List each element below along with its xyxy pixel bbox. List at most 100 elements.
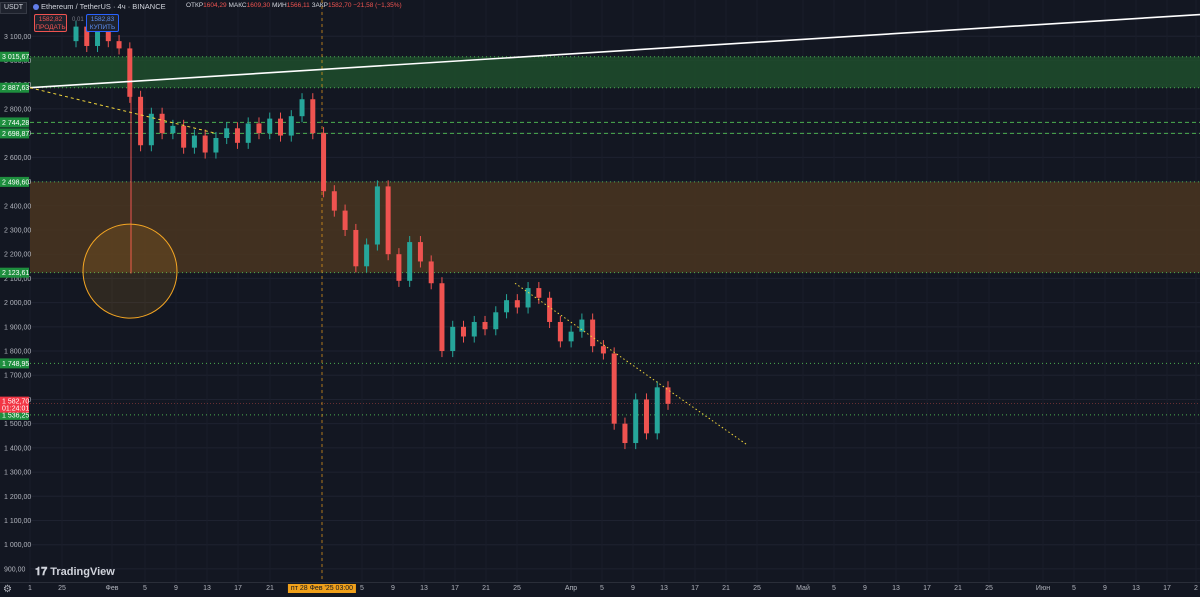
y-axis-tick-label: 2 300,00: [4, 227, 31, 234]
candle-body: [665, 387, 671, 404]
change-value: −21,58 (−1,35%): [353, 2, 402, 9]
candle-body: [482, 321, 488, 330]
price-level-badge-label: 3 015,67: [2, 54, 29, 61]
y-axis-tick-label: 1 000,00: [4, 542, 31, 549]
candle-body: [633, 399, 639, 444]
x-axis-tick-label: 9: [391, 585, 395, 592]
x-axis-tick-label: 9: [863, 585, 867, 592]
candle-body: [374, 186, 380, 245]
price-level-badge-label: 1 748,95: [2, 361, 29, 368]
highlight-circle: [82, 223, 178, 319]
x-axis-tick-label: 13: [420, 585, 428, 592]
buy-button[interactable]: 1582,83 КУПИТЬ: [86, 14, 119, 32]
candle-body: [181, 125, 187, 148]
candle-body: [224, 128, 230, 138]
candle-body: [504, 300, 510, 313]
drawings: [29, 13, 1200, 446]
candle-body: [116, 41, 122, 49]
x-axis-tick-label: 5: [600, 585, 604, 592]
price-chart[interactable]: 3 100,003 000,002 900,002 800,002 700,00…: [0, 0, 1200, 582]
chart-area[interactable]: 3 100,003 000,002 900,002 800,002 700,00…: [0, 0, 1200, 582]
candle-body: [73, 26, 79, 42]
x-axis-tick-label: 9: [631, 585, 635, 592]
candle-body: [353, 229, 359, 267]
orange-zone: [30, 181, 1200, 273]
y-axis-tick-label: 1 800,00: [4, 349, 31, 356]
price-level-badge-label: 1 536,25: [2, 412, 29, 419]
chart-header: USDT Ethereum / TetherUS · 4ч · BINANCE …: [0, 0, 1200, 14]
price-level-badge-label: 2 698,87: [2, 131, 29, 138]
y-axis-tick-label: 3 100,00: [4, 34, 31, 41]
x-axis-tick-label: 5: [832, 585, 836, 592]
y-axis-tick-label: 2 400,00: [4, 203, 31, 210]
open-value: 1604,29: [203, 2, 227, 9]
y-axis-tick-label: 1 200,00: [4, 494, 31, 501]
candle-body: [579, 319, 585, 332]
candles: [73, 20, 671, 450]
candle-body: [428, 261, 434, 284]
price-level-badge: [0, 409, 29, 420]
candle-body: [547, 297, 553, 322]
candle-body: [342, 210, 348, 230]
candle-body: [450, 326, 456, 352]
y-axis-tick-label: 2 800,00: [4, 106, 31, 113]
y-axis-tick-label: 2 000,00: [4, 300, 31, 307]
candle-body: [256, 123, 262, 134]
x-axis-tick-label: 21: [722, 585, 730, 592]
candle-body: [267, 118, 273, 134]
price-level-badge: [0, 117, 29, 128]
y-axis-tick-label: 1 400,00: [4, 445, 31, 452]
candle-body: [234, 128, 240, 143]
tradingview-logo-icon: 𝟏𝟕: [35, 566, 48, 578]
x-axis-tick-label: 9: [174, 585, 178, 592]
price-level-badge: [0, 176, 29, 187]
y-axis-tick-label: 2 100,00: [4, 276, 31, 283]
buy-price: 1582,83: [90, 16, 115, 23]
low-label: МИН: [271, 2, 287, 9]
candle-body: [622, 423, 628, 444]
symbol-search-box[interactable]: USDT: [0, 2, 28, 14]
candle-body: [159, 113, 165, 134]
candle-body: [385, 186, 391, 255]
candle-body: [525, 288, 531, 308]
current-price-badge: [0, 396, 29, 413]
x-axis-tick-label: 17: [923, 585, 931, 592]
sell-button[interactable]: 1582,82 ПРОДАТЬ: [34, 14, 67, 32]
candle-body: [213, 137, 219, 153]
x-axis-tick-label: 5: [360, 585, 364, 592]
x-axis-tick-label: 2: [1194, 585, 1198, 592]
candle-body: [643, 399, 649, 434]
candle-body: [557, 321, 563, 342]
candle-body: [310, 99, 316, 134]
tradingview-logo-text: TradingView: [50, 566, 115, 578]
gear-icon[interactable]: ⚙: [3, 584, 12, 595]
candle-body: [396, 254, 402, 281]
x-axis-tick-label: Июн: [1035, 585, 1051, 592]
price-level-badge: [0, 128, 29, 139]
candle-body: [600, 346, 606, 354]
x-axis[interactable]: ⚙ 1 25 Фев 5 9 13 17 21 5 9 13 17 21 25 Апр 5 9 13 17 21 25 М…: [0, 582, 1200, 597]
x-axis-tick-label: 1: [28, 585, 32, 592]
candle-body: [460, 326, 466, 337]
spread-value: 0,01: [72, 17, 84, 23]
tradingview-logo[interactable]: 𝟏𝟕 TradingView: [35, 566, 115, 579]
yellow-trendline-right: [514, 282, 749, 446]
crosshair-date-label: пт 28 Фев '25 03:00: [287, 584, 357, 593]
candle-body: [170, 125, 176, 134]
candle-body: [148, 113, 154, 146]
y-axis-tick-label: 1 900,00: [4, 324, 31, 331]
candle-body: [278, 118, 284, 136]
candle-body: [331, 191, 337, 211]
low-value: 1566,11: [286, 2, 310, 9]
candle-body: [105, 31, 111, 42]
candle-body: [611, 353, 617, 424]
candle-body: [95, 31, 101, 46]
y-axis-tick-label: 1 300,00: [4, 470, 31, 477]
symbol-title-text: Ethereum / TetherUS · 4ч · BINANCE: [41, 2, 166, 11]
candle-body: [654, 387, 660, 434]
candle-body: [417, 242, 423, 262]
price-level-badge: [0, 267, 29, 278]
candle-body: [439, 283, 445, 352]
x-axis-tick-label: 17: [1163, 585, 1171, 592]
symbol-title[interactable]: Ethereum / TetherUS · 4ч · BINANCE: [33, 2, 166, 11]
